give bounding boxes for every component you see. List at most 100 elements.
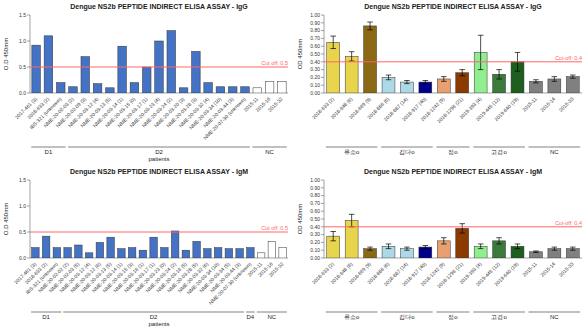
marks <box>30 31 288 93</box>
y-tick <box>321 180 324 181</box>
bar <box>44 36 53 93</box>
bar <box>93 84 102 93</box>
group-label: 정o <box>448 149 458 155</box>
y-tick <box>321 30 324 31</box>
group-label: D1 <box>45 149 53 155</box>
bar <box>56 83 65 93</box>
y-tick-label: 0.60 <box>310 43 320 49</box>
x-tick-label: 2015-11 <box>521 261 538 278</box>
y-tick-label: 0.20 <box>310 239 320 245</box>
group-bracket <box>473 147 525 148</box>
y-tick-label: 0.60 <box>310 208 320 214</box>
x-tick-label: 2015-32 <box>267 96 284 113</box>
bar <box>225 249 233 258</box>
bar <box>130 83 139 93</box>
group-label: 고경o <box>491 149 507 155</box>
group-label: 정o <box>448 314 458 320</box>
x-axis <box>324 93 582 94</box>
y-tick <box>321 22 324 23</box>
error-bar <box>386 75 392 80</box>
group-label: 류소o <box>344 149 360 155</box>
error-bar <box>349 214 355 226</box>
bar <box>182 250 190 258</box>
bar <box>167 31 176 93</box>
y-tick-label: 0.50 <box>310 216 320 222</box>
error-bar <box>386 244 392 249</box>
x-tick-label: 2019-640 (19) <box>493 95 520 122</box>
title: Dengue NS2b PEPTIDE INDIRECT ELISA ASSAY… <box>70 168 248 176</box>
group-label: D2 <box>155 149 163 155</box>
error-bar <box>533 80 539 83</box>
error-bar <box>478 35 484 69</box>
y-tick-label: 0.40 <box>310 59 320 65</box>
bar <box>204 249 212 258</box>
y-tick-label: 0.30 <box>310 231 320 237</box>
bar <box>106 88 115 93</box>
group-bracket <box>529 147 581 148</box>
x-tick-label: 2019-640 (19) <box>493 260 520 287</box>
cutoff-label: Cut off: 0.5 <box>261 225 288 231</box>
group-bracket <box>68 147 250 148</box>
group-label: NC <box>268 314 277 320</box>
bar <box>257 253 265 258</box>
bar <box>214 248 222 258</box>
error-bar <box>423 246 429 249</box>
y-tick <box>321 93 324 94</box>
cutoff-line <box>30 67 288 68</box>
title: Dengue NS2b PEPTIDE INDIRECT ELISA ASSAY… <box>364 168 542 176</box>
bar <box>107 237 115 258</box>
error-bar <box>533 251 539 253</box>
y-axis <box>30 180 31 258</box>
bar <box>236 249 244 258</box>
group-label: D4 <box>247 314 255 320</box>
x-tick-label: 2015-14 <box>539 96 556 113</box>
group-bracket <box>473 312 525 313</box>
y-tick-label: 0.10 <box>310 247 320 253</box>
y-tick-label: 0.80 <box>310 27 320 33</box>
y-tick <box>321 250 324 251</box>
x-tick-label: 2015-14 <box>539 261 556 278</box>
bar <box>161 248 169 258</box>
group-bracket <box>381 147 433 148</box>
bar <box>253 88 262 93</box>
y-tick <box>27 206 30 207</box>
y-tick-label: 0.0 <box>19 90 26 96</box>
group-bracket <box>31 312 61 313</box>
bar <box>529 252 542 258</box>
x-tick-label: 2018-1296 (21) <box>436 260 465 289</box>
error-bar <box>459 224 465 233</box>
x-tick-label: NME-20-07-30 (unknown) <box>202 95 247 140</box>
title: Dengue NS2b PEPTIDE INDIRECT ELISA ASSAY… <box>70 3 248 11</box>
bar <box>32 45 41 93</box>
y-tick <box>321 226 324 227</box>
cutoff-line <box>324 226 582 227</box>
error-bar <box>552 247 558 250</box>
group-label: NC <box>550 314 559 320</box>
error-bar <box>423 81 429 84</box>
y-tick <box>321 203 324 204</box>
bar <box>216 87 225 93</box>
panel: Dengue NS2b PEPTIDE INDIRECT ELISA ASSAY… <box>3 3 288 162</box>
bar <box>279 248 287 258</box>
marks <box>324 214 582 258</box>
error-bar <box>552 77 558 82</box>
group-label: 고경o <box>491 314 507 320</box>
bar <box>128 248 136 258</box>
y-tick <box>27 15 30 16</box>
y-tick-label: 1.00 <box>310 12 320 18</box>
bar <box>85 253 93 258</box>
bar <box>150 237 158 258</box>
x-tick-label: 2015-32 <box>267 261 284 278</box>
bar <box>96 242 104 258</box>
y-tick <box>27 93 30 94</box>
error-bar <box>367 247 373 250</box>
y-axis <box>30 15 31 93</box>
bar <box>42 236 50 258</box>
group-bracket <box>436 312 469 313</box>
error-bar <box>570 75 576 78</box>
y-tick <box>321 85 324 86</box>
y-tick <box>321 195 324 196</box>
group-label: NC <box>265 149 274 155</box>
cutoff-line <box>30 232 288 233</box>
group-bracket <box>257 312 287 313</box>
